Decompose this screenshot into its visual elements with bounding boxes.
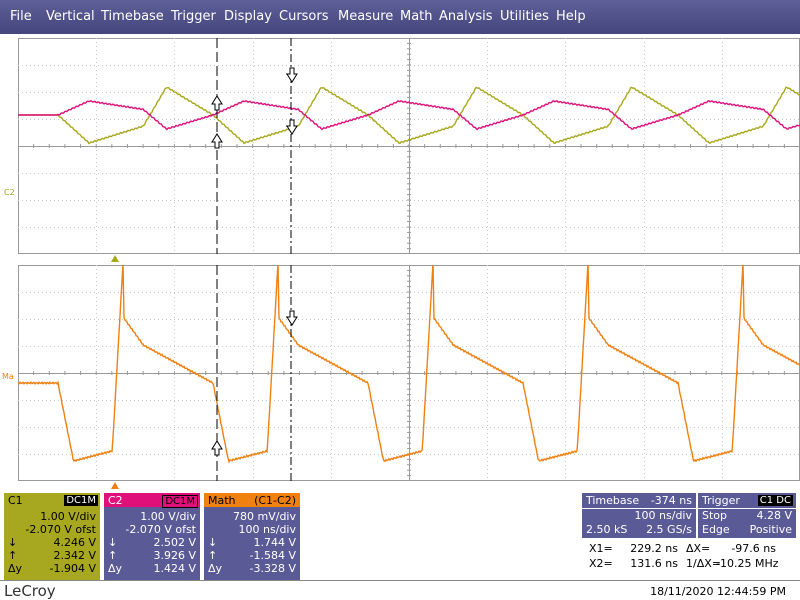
math-panel-title: Math <box>208 494 236 507</box>
c1-vdiv: 1.00 V/div <box>40 510 96 523</box>
menu-bar: File Vertical Timebase Trigger Display C… <box>0 0 800 34</box>
cursor-inv-dx-label: 1/ΔX= <box>686 557 721 570</box>
cursor-x2-value: 131.6 ns <box>630 557 678 570</box>
cursor-dx-label: ΔX= <box>686 542 711 555</box>
c2-vdiv: 1.00 V/div <box>140 510 196 523</box>
cursor-x2-label: X2= <box>589 557 613 570</box>
math-panel[interactable]: Math (C1-C2) 780 mV/div 100 ns/div ↓ 1.74… <box>204 493 300 580</box>
c1-panel[interactable]: C1 DC1M 1.00 V/div -2.070 V ofst ↓ 4.246 … <box>4 493 100 580</box>
c2-panel[interactable]: C2 DC1M 1.00 V/div -2.070 V ofst ↓ 2.502 … <box>104 493 200 580</box>
math-tdiv: 100 ns/div <box>238 523 296 536</box>
footer-divider <box>0 580 800 581</box>
timebase-div: 100 ns/div <box>634 509 692 522</box>
menu-utilities[interactable]: Utilities <box>500 9 549 24</box>
c1-panel-title: C1 <box>8 494 23 507</box>
c2-offset-label: C2 <box>4 188 15 197</box>
c1-coupling-badge: DC1M <box>64 495 98 506</box>
cursor-inv-dx-value: -10.25 MHz <box>716 557 779 570</box>
c1-dy: -1.904 V <box>49 562 96 575</box>
trigger-position-icon <box>111 255 119 262</box>
math-function-label: (C1-C2) <box>254 494 296 507</box>
timebase-panel[interactable]: Timebase -374 ns 100 ns/div 2.50 kS 2.5 … <box>582 493 696 538</box>
c2-y2: 3.926 V <box>153 549 196 562</box>
menu-vertical[interactable]: Vertical <box>46 9 95 24</box>
math-y2: -1.584 V <box>249 549 296 562</box>
menu-cursors[interactable]: Cursors <box>279 9 329 24</box>
c2-y1: 2.502 V <box>153 536 196 549</box>
c2-panel-title: C2 <box>108 494 123 507</box>
timebase-rate: 2.5 GS/s <box>646 523 692 536</box>
c2-offset: -2.070 V ofst <box>125 523 196 536</box>
trigger-position-icon <box>111 482 119 489</box>
trigger-type: Edge <box>702 523 730 536</box>
trigger-source-badge: C1 DC <box>757 495 793 506</box>
math-trace <box>18 265 800 464</box>
c2-trace <box>18 99 800 131</box>
menu-timebase[interactable]: Timebase <box>101 9 164 24</box>
menu-file[interactable]: File <box>10 9 32 24</box>
menu-display[interactable]: Display <box>224 9 272 24</box>
math-vdiv: 780 mV/div <box>233 510 296 523</box>
lecroy-logo: LeCroy <box>4 582 56 600</box>
cursor-x1-label: X1= <box>589 542 613 555</box>
c1-offset: -2.070 V ofst <box>25 523 96 536</box>
timebase-samples: 2.50 kS <box>586 523 628 536</box>
cursor-x1-value: 229.2 ns <box>630 542 678 555</box>
menu-trigger[interactable]: Trigger <box>171 9 216 24</box>
timebase-offset: -374 ns <box>650 494 692 507</box>
trigger-title: Trigger <box>702 494 740 507</box>
math-y1: 1.744 V <box>253 536 296 549</box>
lower-grid <box>18 265 800 481</box>
menu-measure[interactable]: Measure <box>338 9 394 24</box>
timebase-title: Timebase <box>586 494 640 507</box>
menu-analysis[interactable]: Analysis <box>439 9 493 24</box>
math-dy: -3.328 V <box>249 562 296 575</box>
c2-dy: 1.424 V <box>153 562 196 575</box>
cursor-dx-value: -97.6 ns <box>731 542 776 555</box>
upper-grid <box>18 38 800 254</box>
cursor-marker-icon <box>211 67 298 149</box>
menu-math[interactable]: Math <box>400 9 433 24</box>
trigger-slope: Positive <box>749 523 792 536</box>
trigger-panel[interactable]: Trigger C1 DC Stop 4.28 V Edge Positive <box>698 493 796 538</box>
trigger-level: 4.28 V <box>756 509 792 522</box>
cursor-marker-icon <box>211 310 298 456</box>
c1-y1: 4.246 V <box>53 536 96 549</box>
trigger-mode: Stop <box>702 509 728 522</box>
c2-coupling-badge: DC1M <box>162 495 198 508</box>
datetime-stamp: 18/11/2020 12:44:59 PM <box>650 585 786 598</box>
menu-help[interactable]: Help <box>556 9 586 24</box>
c1-trace <box>18 86 800 145</box>
c1-y2: 2.342 V <box>53 549 96 562</box>
math-offset-label: Ma <box>2 372 14 381</box>
